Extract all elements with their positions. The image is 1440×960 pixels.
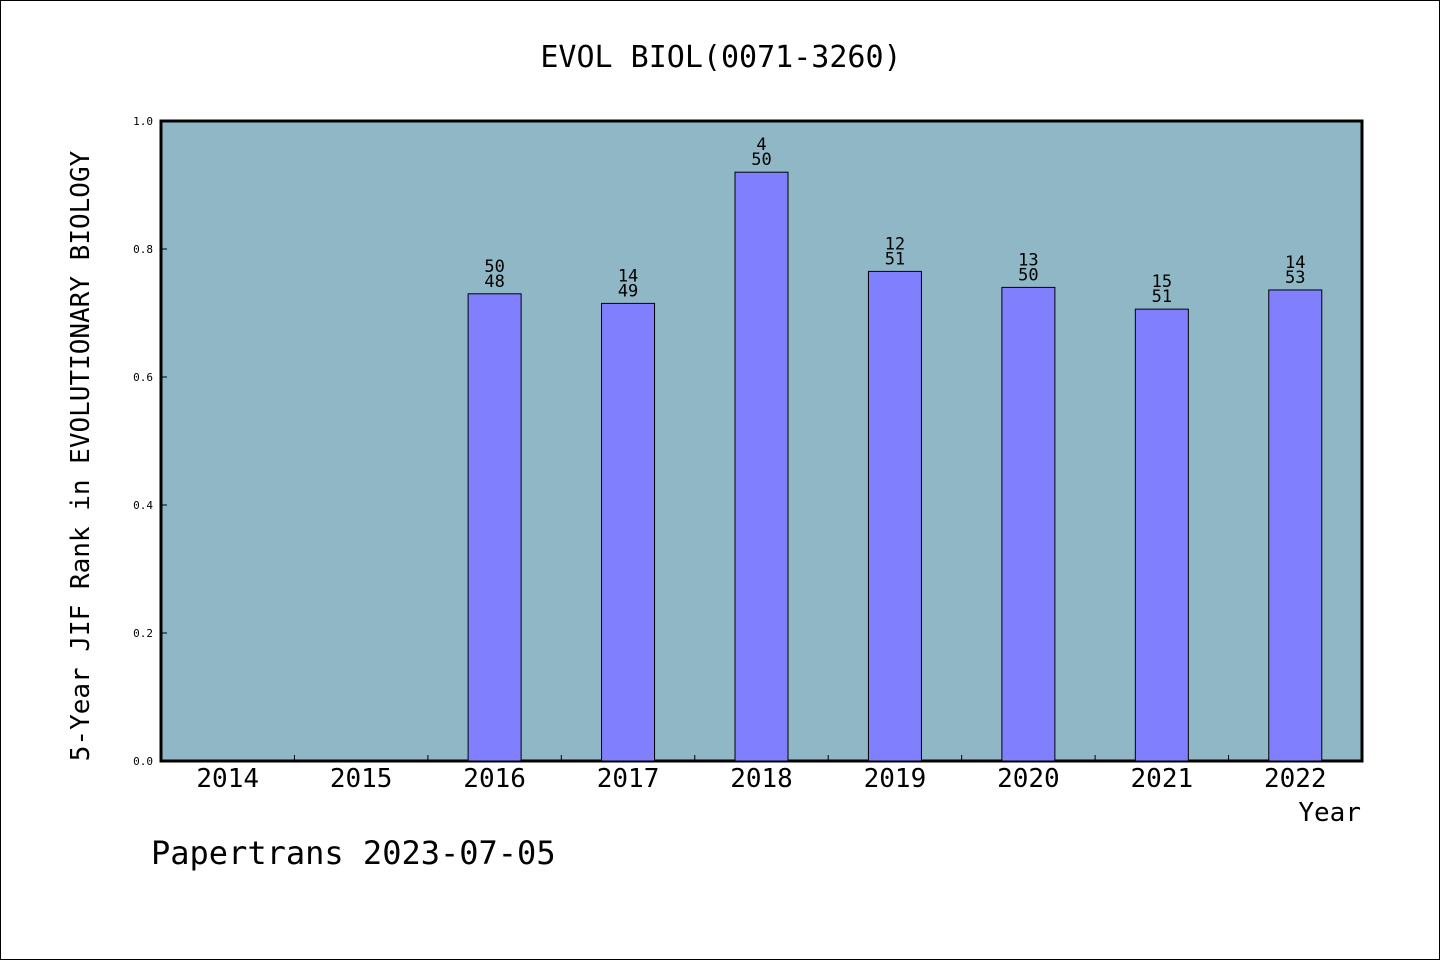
x-tick-label-2019: 2019 [864, 764, 927, 794]
bar-2022 [1268, 289, 1323, 762]
y-tick-label-0: 0.0 [133, 755, 153, 768]
x-tick-label-2018: 2018 [730, 764, 793, 794]
y-tick-label-5: 1.0 [133, 115, 153, 128]
y-axis: 0.0 0.2 0.4 0.6 0.8 1.0 [133, 115, 167, 768]
bar-label-total-2019: 51 [885, 249, 905, 269]
x-tick-label-2014: 2014 [196, 764, 259, 794]
bar-label-rank-2020: 13 [1018, 250, 1038, 270]
bar-2019 [867, 270, 922, 762]
bar-label-total-2017: 49 [618, 281, 638, 301]
bar-label-total-2020: 50 [1018, 265, 1038, 285]
x-tick-label-2016: 2016 [463, 764, 526, 794]
x-axis: 2014 2015 2016 2017 2018 2019 2020 2021 2022 [196, 755, 1327, 794]
bar-group [467, 171, 1323, 762]
y-tick-label-1: 0.2 [133, 627, 153, 640]
bar-2020 [1001, 286, 1056, 762]
x-tick-label-2020: 2020 [997, 764, 1060, 794]
bar-label-rank-2018: 4 [756, 135, 766, 155]
bar-2016 [467, 293, 522, 762]
x-axis-label: Year [1298, 798, 1361, 828]
bar-2021 [1134, 308, 1189, 762]
bar-label-total-2018: 50 [751, 150, 771, 170]
y-tick-label-4: 0.8 [133, 243, 153, 256]
bar-label-total-2022: 53 [1285, 268, 1305, 288]
bar-label-rank-2017: 14 [618, 266, 638, 286]
footer-credit: Papertrans 2023-07-05 [151, 834, 556, 872]
bar-label-rank-2016: 50 [484, 257, 504, 277]
chart-title: EVOL BIOL(0071-3260) [540, 40, 901, 75]
bar-label-total-2016: 48 [484, 272, 504, 292]
bar-2017 [601, 302, 656, 762]
y-tick-label-2: 0.4 [133, 499, 153, 512]
bar-label-rank-2022: 14 [1285, 253, 1305, 273]
y-tick-label-3: 0.6 [133, 371, 153, 384]
bar-label-rank-2021: 15 [1152, 272, 1172, 292]
x-tick-label-2021: 2021 [1131, 764, 1194, 794]
x-tick-label-2015: 2015 [330, 764, 393, 794]
y-axis-label: 5-Year JIF Rank in EVOLUTIONARY BIOLOGY [66, 150, 96, 761]
bar-label-rank-2019: 12 [885, 234, 905, 254]
bar-label-total-2021: 51 [1152, 287, 1172, 307]
x-tick-label-2017: 2017 [597, 764, 660, 794]
x-tick-label-2022: 2022 [1264, 764, 1327, 794]
bar-2018 [734, 171, 789, 762]
